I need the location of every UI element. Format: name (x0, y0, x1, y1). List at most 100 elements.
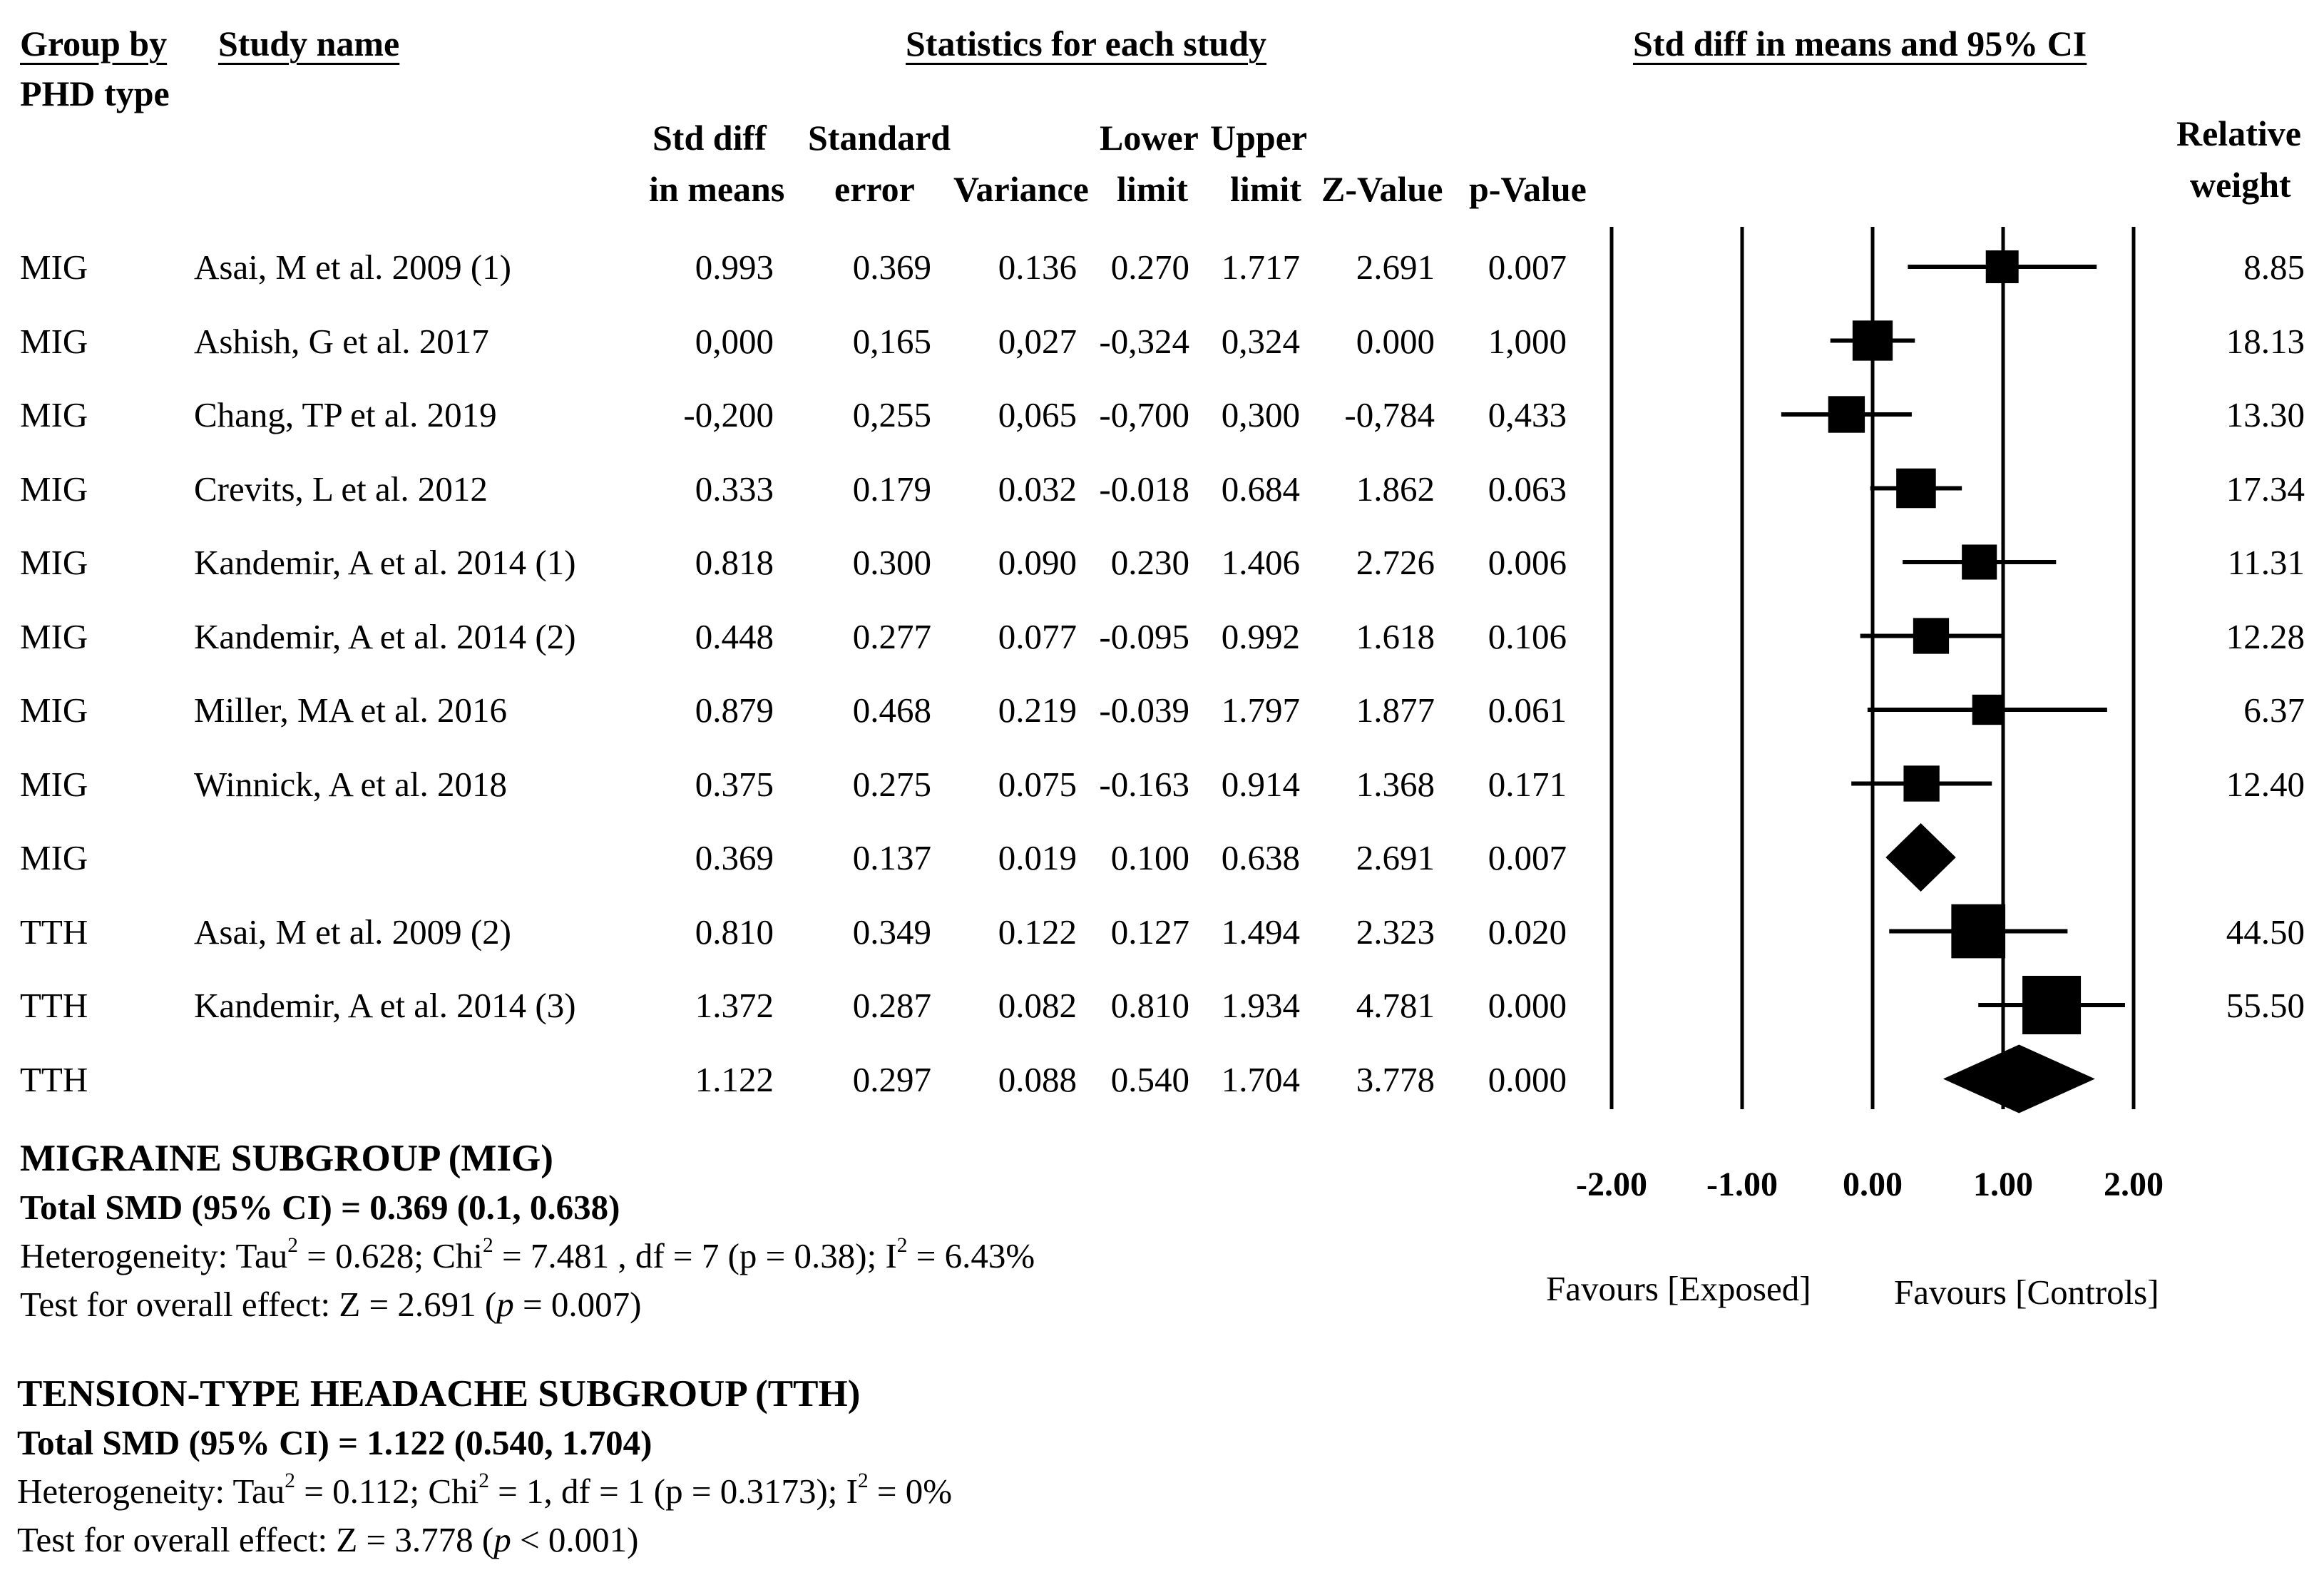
effect-square (1951, 904, 2006, 959)
std-error-cell: 0.349 (852, 912, 931, 952)
relative-weight-cell: 18.13 (2226, 321, 2305, 361)
z-value-cell: 2.691 (1356, 838, 1435, 877)
study-name-cell: Kandemir, A et al. 2014 (1) (194, 543, 576, 582)
study-name-cell: Kandemir, A et al. 2014 (3) (194, 986, 576, 1025)
p-value-cell: 0,433 (1488, 395, 1567, 434)
effect-square (1962, 544, 1997, 580)
study-name-cell: Chang, TP et al. 2019 (194, 395, 497, 434)
std-diff-cell: 0.448 (695, 616, 774, 656)
std-error-cell: 0.300 (852, 543, 931, 582)
z-value-cell: 1.618 (1356, 616, 1435, 656)
std-error-cell: 0.275 (852, 764, 931, 804)
z-value-cell: 4.781 (1356, 986, 1435, 1025)
lower-limit-cell: 0.540 (1110, 1059, 1189, 1099)
variance-cell: 0.122 (998, 912, 1077, 952)
variance-cell: 0.088 (998, 1059, 1077, 1099)
lower-limit-cell: 0.810 (1110, 986, 1189, 1025)
p-value-cell: 0.000 (1488, 1059, 1567, 1099)
std-error-cell: 0.468 (852, 690, 931, 730)
phd-type-header: PHD type (20, 73, 170, 113)
variance-cell: 0.077 (998, 616, 1077, 656)
study-name-cell: Winnick, A et al. 2018 (194, 764, 507, 804)
effect-square (1896, 468, 1936, 509)
group-cell: TTH (20, 1059, 88, 1099)
tick-label: 2.00 (2104, 1166, 2164, 1203)
lower-limit-cell: -0.018 (1099, 469, 1189, 509)
upper-limit-cell: 1.494 (1221, 912, 1300, 952)
upper-limit-header-line1: Upper (1210, 118, 1308, 158)
std-diff-cell: -0,200 (683, 395, 774, 434)
z-value-cell: 2.323 (1356, 912, 1435, 952)
relative-weight-header-line1: Relative (2176, 113, 2301, 153)
std-diff-cell: 0.375 (695, 764, 774, 804)
study-name-cell: Ashish, G et al. 2017 (194, 321, 489, 361)
std-error-cell: 0.287 (852, 986, 931, 1025)
lower-limit-cell: -0.095 (1099, 616, 1189, 656)
lower-limit-cell: 0.100 (1110, 838, 1189, 877)
group-cell: MIG (20, 616, 88, 656)
variance-cell: 0.090 (998, 543, 1077, 582)
upper-limit-cell: 1.717 (1221, 248, 1300, 287)
tth-total-smd: Total SMD (95% CI) = 1.122 (0.540, 1.704… (17, 1423, 652, 1462)
p-value-cell: 0.007 (1488, 838, 1567, 877)
variance-header: Variance (953, 169, 1089, 209)
lower-limit-cell: -0.163 (1099, 764, 1189, 804)
tth-subgroup-title: TENSION-TYPE HEADACHE SUBGROUP (TTH) (17, 1373, 861, 1414)
relative-weight-cell: 6.37 (2243, 690, 2305, 730)
tick-label: -2.00 (1576, 1166, 1647, 1203)
lower-limit-header-line1: Lower (1100, 118, 1199, 158)
p-value-cell: 1,000 (1488, 321, 1567, 361)
favours-controls-label: Favours [Controls] (1894, 1273, 2159, 1312)
study-name-cell: Crevits, L et al. 2012 (194, 469, 488, 509)
mig-overall-effect: Test for overall effect: Z = 2.691 (p = … (20, 1285, 642, 1324)
p-value-cell: 0.020 (1488, 912, 1567, 952)
relative-weight-cell: 55.50 (2226, 986, 2305, 1025)
group-cell: MIG (20, 690, 88, 730)
variance-cell: 0.075 (998, 764, 1077, 804)
std-error-cell: 0,255 (852, 395, 931, 434)
relative-weight-header-line2: weight (2190, 165, 2291, 205)
variance-cell: 0.219 (998, 690, 1077, 730)
mig-subgroup-title: MIGRAINE SUBGROUP (MIG) (20, 1138, 553, 1179)
mig-total-smd: Total SMD (95% CI) = 0.369 (0.1, 0.638) (20, 1188, 620, 1227)
tth-heterogeneity: Heterogeneity: Tau2 = 0.112; Chi2 = 1, d… (17, 1469, 953, 1511)
std-diff-cell: 0.369 (695, 838, 774, 877)
std-error-header-line1: Standard (808, 118, 951, 158)
tick-label: 1.00 (1973, 1166, 2033, 1203)
std-error-cell: 0.369 (852, 248, 931, 287)
lower-limit-header-line2: limit (1117, 169, 1188, 209)
p-value-cell: 0.106 (1488, 616, 1567, 656)
lower-limit-cell: -0.039 (1099, 690, 1189, 730)
variance-cell: 0.082 (998, 986, 1077, 1025)
std-error-cell: 0.297 (852, 1059, 931, 1099)
upper-limit-cell: 1.704 (1221, 1059, 1300, 1099)
relative-weight-cell: 17.34 (2226, 469, 2305, 509)
summary-diamond (1942, 1044, 2095, 1113)
group-cell: TTH (20, 912, 88, 952)
effect-square (1985, 250, 2019, 283)
upper-limit-cell: 0,300 (1221, 395, 1300, 434)
relative-weight-cell: 12.40 (2226, 764, 2305, 804)
z-value-cell: 2.726 (1356, 543, 1435, 582)
std-diff-cell: 0,000 (695, 321, 774, 361)
z-value-cell: 3.778 (1356, 1059, 1435, 1099)
p-value-cell: 0.000 (1488, 986, 1567, 1025)
std-diff-cell: 0.818 (695, 543, 774, 582)
effect-square (1972, 694, 2003, 725)
group-cell: MIG (20, 838, 88, 877)
effect-square (1913, 618, 1950, 654)
summary-diamond (1885, 823, 1956, 892)
std-error-cell: 0.277 (852, 616, 931, 656)
std-diff-cell: 0.993 (695, 248, 774, 287)
relative-weight-cell: 44.50 (2226, 912, 2305, 952)
relative-weight-cell: 11.31 (2227, 543, 2305, 582)
tick-label: 0.00 (1843, 1166, 1903, 1203)
lower-limit-cell: 0.230 (1110, 543, 1189, 582)
z-value-cell: 1.862 (1356, 469, 1435, 509)
study-name-cell: Asai, M et al. 2009 (1) (194, 248, 511, 287)
p-value-cell: 0.063 (1488, 469, 1567, 509)
lower-limit-cell: 0.270 (1110, 248, 1189, 287)
upper-limit-cell: 0.638 (1221, 838, 1300, 877)
effect-square (1828, 396, 1865, 433)
